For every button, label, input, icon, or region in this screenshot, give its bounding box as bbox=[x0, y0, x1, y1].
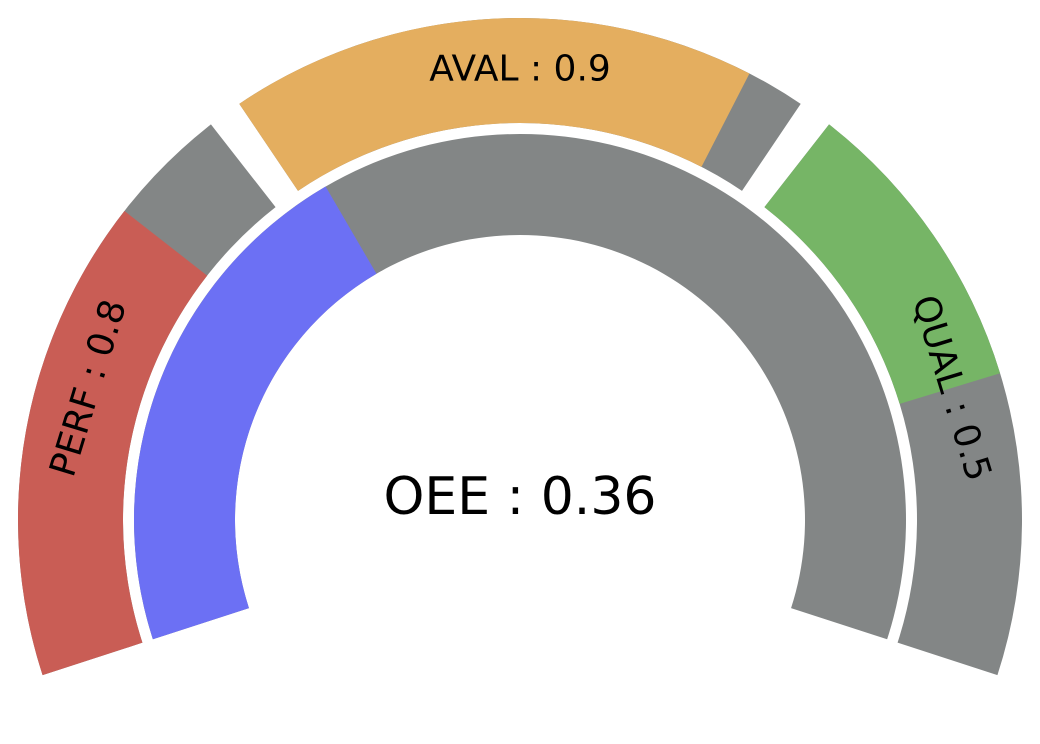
inner-ring bbox=[133, 134, 906, 640]
outer-ring bbox=[18, 17, 1022, 676]
oee-fill bbox=[133, 186, 377, 640]
oee-center-label: OEE : 0.36 bbox=[384, 467, 657, 527]
perf-fill bbox=[18, 210, 208, 676]
aval-label: AVAL : 0.9 bbox=[429, 49, 611, 90]
aval-fill bbox=[239, 17, 750, 191]
qual-fill bbox=[764, 124, 1001, 404]
